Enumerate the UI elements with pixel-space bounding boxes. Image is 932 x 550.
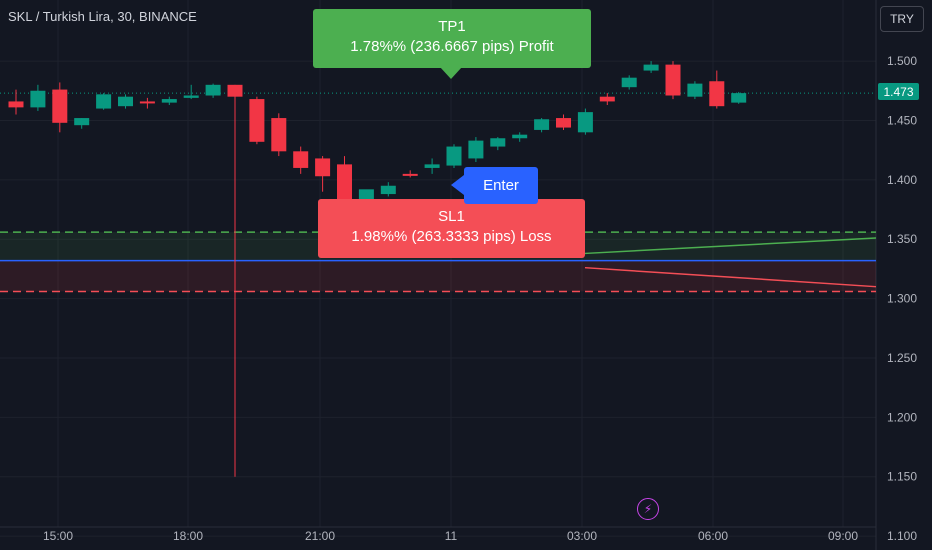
candle-body	[161, 99, 177, 103]
candle-body	[118, 96, 133, 107]
loss-zone	[0, 260, 876, 292]
candle-body	[446, 146, 462, 166]
enter-label: Enter	[451, 167, 538, 204]
enter-text: Enter	[483, 177, 519, 194]
take-profit-label: TP1 1.78%% (236.6667 pips) Profit	[313, 9, 591, 79]
x-tick-label: 06:00	[698, 529, 728, 543]
x-tick-label: 03:00	[567, 529, 597, 543]
candle-body	[599, 96, 615, 102]
y-tick-label: 1.100	[887, 529, 917, 543]
y-tick-label: 1.250	[887, 351, 917, 365]
candle-body	[534, 119, 550, 130]
candle-body	[577, 112, 593, 133]
candle-body	[731, 93, 747, 103]
sl-title: SL1	[438, 208, 465, 225]
profit-projection-line	[584, 237, 877, 255]
symbol-title: SKL / Turkish Lira, 30, BINANCE	[8, 9, 197, 24]
x-tick-label: 09:00	[828, 529, 858, 543]
loss-projection-line	[584, 266, 877, 288]
x-tick-label: 15:00	[43, 529, 73, 543]
candle-body	[227, 84, 243, 97]
candle-body	[556, 118, 571, 128]
candle-body	[337, 164, 352, 204]
candle-body	[96, 94, 112, 109]
x-tick-label: 18:00	[173, 529, 203, 543]
candle-body	[293, 151, 309, 168]
candle-body	[665, 64, 681, 96]
tp-text: 1.78%% (236.6667 pips) Profit	[350, 38, 554, 55]
y-tick-label: 1.450	[887, 113, 917, 127]
candle-body	[424, 164, 440, 168]
candle-body	[490, 138, 506, 147]
candle-body	[402, 173, 418, 176]
candle-body	[8, 101, 24, 108]
y-tick-label: 1.300	[887, 292, 917, 306]
candle-body	[315, 158, 331, 177]
x-tick-label: 11	[445, 529, 458, 543]
tp-title: TP1	[438, 18, 466, 35]
candle-body	[468, 140, 484, 159]
x-tick-label: 21:00	[305, 529, 335, 543]
candle-body	[643, 64, 659, 71]
last-price-tag: 1.473	[878, 83, 919, 100]
candle-body	[249, 99, 265, 142]
candle-body	[621, 77, 637, 88]
candle-body	[709, 81, 725, 107]
candle-body	[30, 90, 46, 108]
stop-loss-label: SL1 1.98%% (263.3333 pips) Loss	[318, 199, 585, 258]
candle-body	[380, 185, 396, 195]
candle-body	[139, 101, 155, 104]
y-tick-label: 1.400	[887, 173, 917, 187]
candle-body	[271, 118, 287, 152]
y-tick-label: 1.500	[887, 54, 917, 68]
candle-body	[183, 95, 199, 98]
candle-body	[52, 89, 68, 123]
sl-text: 1.98%% (263.3333 pips) Loss	[351, 228, 552, 245]
candle-body	[687, 83, 703, 97]
candle-body	[74, 118, 90, 126]
tp-pointer	[440, 67, 462, 79]
y-tick-label: 1.350	[887, 232, 917, 246]
lightning-icon[interactable]: ⚡	[637, 498, 659, 520]
currency-button[interactable]: TRY	[880, 6, 924, 32]
y-tick-label: 1.150	[887, 470, 917, 484]
enter-pointer	[451, 175, 464, 195]
candle-body	[512, 134, 528, 139]
y-tick-label: 1.200	[887, 410, 917, 424]
candle-body	[205, 84, 221, 96]
